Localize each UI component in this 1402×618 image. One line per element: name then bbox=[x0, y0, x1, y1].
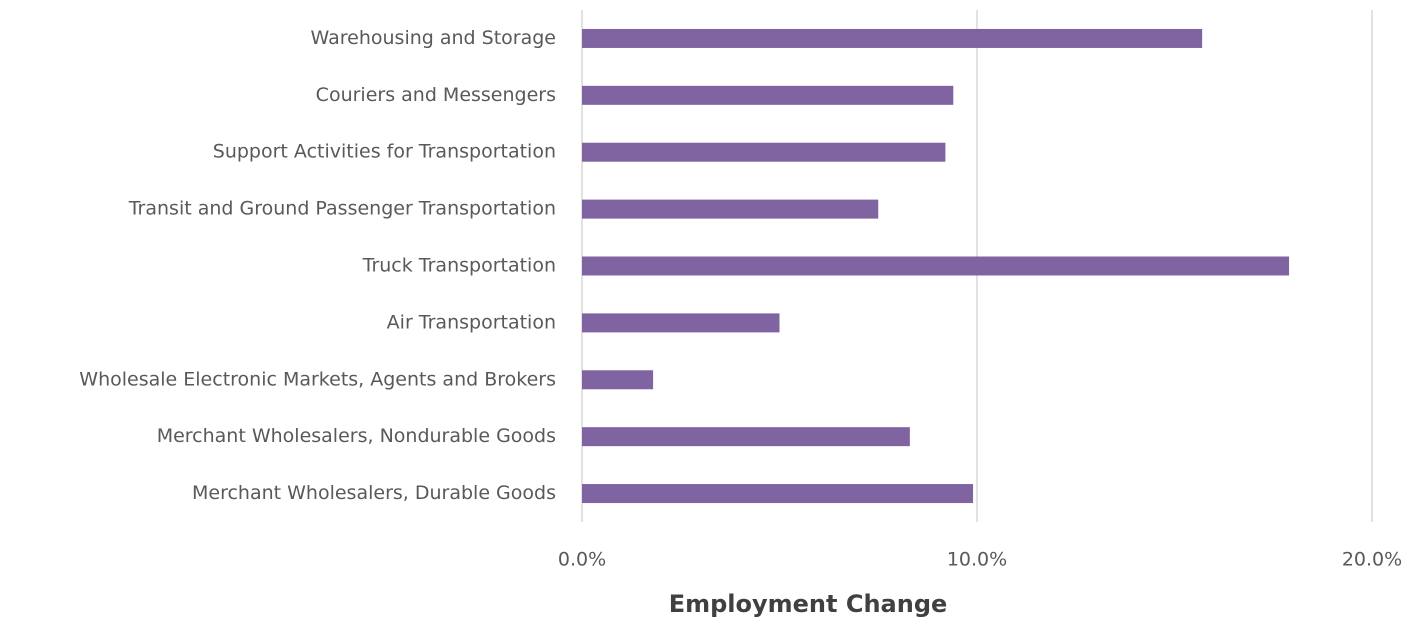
x-tick-label: 0.0% bbox=[558, 549, 606, 571]
y-tick-label: Wholesale Electronic Markets, Agents and… bbox=[79, 368, 556, 390]
y-tick-label: Warehousing and Storage bbox=[311, 27, 556, 49]
bar bbox=[582, 427, 910, 447]
bar bbox=[582, 199, 879, 219]
bar bbox=[582, 85, 954, 105]
y-tick-label: Merchant Wholesalers, Nondurable Goods bbox=[157, 425, 556, 447]
bar bbox=[582, 484, 974, 504]
x-axis-title: Employment Change bbox=[669, 590, 948, 618]
y-tick-label: Merchant Wholesalers, Durable Goods bbox=[192, 482, 556, 504]
y-tick-label: Truck Transportation bbox=[362, 255, 556, 277]
y-tick-label: Couriers and Messengers bbox=[316, 84, 556, 106]
bar bbox=[582, 142, 946, 162]
x-tick-label: 20.0% bbox=[1342, 549, 1402, 571]
bar bbox=[582, 28, 1203, 48]
x-tick-label: 10.0% bbox=[947, 549, 1007, 571]
y-tick-label: Air Transportation bbox=[387, 311, 556, 333]
bar bbox=[582, 370, 654, 390]
y-tick-label: Transit and Ground Passenger Transportat… bbox=[128, 198, 556, 220]
bar bbox=[582, 256, 1290, 276]
bar bbox=[582, 313, 780, 333]
y-tick-label: Support Activities for Transportation bbox=[213, 141, 556, 163]
